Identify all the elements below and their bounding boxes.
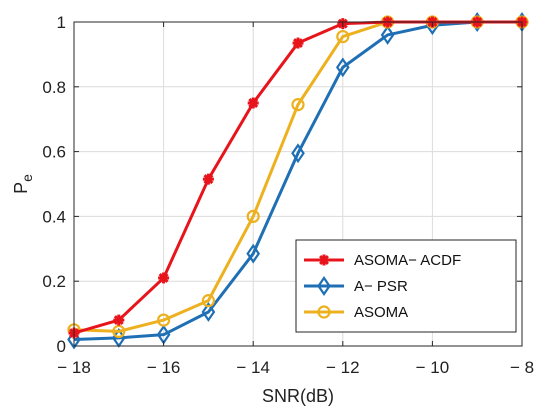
y-tick-label: 0: [57, 337, 66, 356]
legend: ASOMA− ACDF A− PSR ASOMA: [295, 239, 517, 333]
plot-frame: [73, 21, 523, 347]
ticks: − 18 − 16 − 14 − 12 − 10 − 8 0 0.2 0.4 0.6 0.8 1: [42, 13, 534, 377]
x-tick-label: − 12: [326, 358, 360, 377]
asterisk-stroke: [319, 255, 329, 265]
y-tick-label: 0.4: [42, 207, 66, 226]
legend-marker: [317, 305, 331, 319]
asterisk-stroke: [203, 174, 214, 185]
x-axis-label: SNR(dB): [262, 386, 334, 406]
data-point: [291, 98, 305, 112]
data-point: [335, 57, 350, 78]
data-point: [201, 302, 216, 322]
x-tick-label: − 8: [510, 358, 534, 377]
y-tick-label: 1: [57, 13, 66, 32]
data-point: [246, 209, 260, 223]
data-point: [202, 173, 214, 185]
x-tick-label: − 16: [147, 358, 181, 377]
data-point: [113, 314, 125, 326]
legend-entry: ASOMA− ACDF: [354, 252, 461, 269]
x-tick-label: − 14: [236, 358, 270, 377]
data-point: [158, 272, 170, 284]
y-tick-label: 0.8: [42, 78, 66, 97]
data-point: [247, 97, 259, 109]
y-tick-label: 0.6: [42, 143, 66, 162]
legend-marker: [318, 254, 330, 266]
series-line: [73, 20, 522, 342]
legend-entry: ASOMA: [354, 304, 408, 321]
y-axis-label: Pe: [11, 174, 35, 194]
y-tick-label: 0.2: [42, 272, 66, 291]
asterisk-stroke: [248, 98, 259, 108]
data-point: [336, 29, 350, 44]
data-point: [246, 243, 261, 264]
data-point: [380, 25, 395, 45]
data-point: [292, 37, 304, 49]
y-axis-label-main: P: [11, 182, 31, 194]
asterisk-stroke: [158, 272, 169, 283]
legend-marker: [317, 276, 331, 296]
legend-entry: A− PSR: [354, 278, 408, 295]
data-point: [291, 143, 305, 164]
data-point: [157, 313, 171, 327]
data-point: [201, 294, 215, 308]
x-tick-label: − 18: [57, 358, 91, 377]
data-point: [112, 324, 126, 339]
y-axis-label-subscript: e: [19, 174, 35, 182]
svg-text:Pe: Pe: [11, 174, 35, 194]
asterisk-stroke: [113, 315, 124, 326]
x-tick-label: − 10: [416, 358, 450, 377]
asterisk-stroke: [293, 38, 303, 49]
